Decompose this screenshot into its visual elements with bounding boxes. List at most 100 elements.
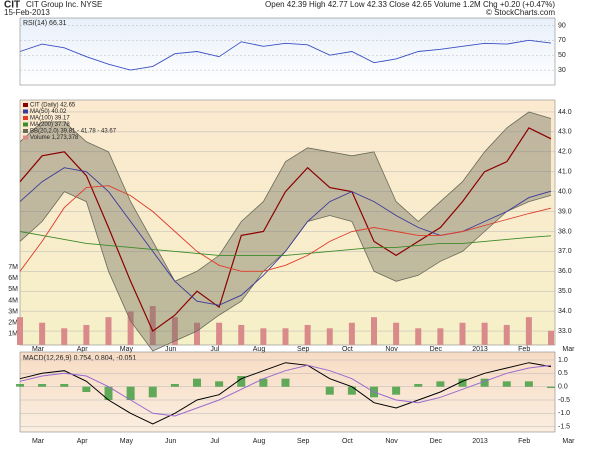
volume-bar	[415, 328, 422, 345]
volume-bar	[127, 311, 134, 345]
y-tick-label: 0.0	[558, 384, 568, 391]
histogram-bar	[193, 378, 201, 387]
rsi-panel	[19, 17, 556, 86]
line	[19, 185, 552, 272]
histogram-bar	[259, 378, 268, 387]
y-tick-label: 7M	[8, 264, 18, 271]
histogram-bar	[347, 386, 356, 395]
x-tick-label: Nov	[385, 438, 398, 445]
x-tick-label: Jun	[165, 438, 176, 445]
line	[19, 127, 552, 333]
volume-bar	[260, 328, 267, 345]
y-tick-label: -1.0	[558, 410, 570, 417]
x-tick-label: Aug	[253, 438, 266, 445]
x-tick-label: 2013	[472, 346, 488, 353]
x-tick-label: Dec	[430, 438, 443, 445]
histogram-bar	[547, 386, 555, 389]
volume-bar	[304, 324, 311, 345]
rsi-label: RSI(14) 66.31	[23, 20, 67, 27]
histogram-bar	[237, 376, 246, 387]
y-tick-label: 42.0	[558, 149, 572, 156]
quote: Open 42.39 High 42.77 Low 42.33 Close 42…	[265, 0, 555, 9]
volume-bar	[216, 322, 223, 345]
y-tick-label: 37.0	[558, 248, 572, 255]
y-tick-label: 41.0	[558, 169, 572, 176]
line	[19, 39, 552, 71]
histogram-bar	[392, 386, 401, 395]
volume-bar	[459, 322, 466, 345]
line	[19, 362, 552, 425]
volume-bar	[548, 330, 554, 345]
y-tick-label: 1M	[8, 331, 18, 338]
x-tick-label: Jul	[210, 346, 219, 353]
y-tick-label: 35.0	[558, 288, 572, 295]
legend-swatch	[23, 135, 28, 140]
legend-swatch	[23, 103, 28, 107]
x-tick-label: Mar	[562, 438, 575, 445]
y-tick-label: 0.5	[558, 370, 568, 377]
x-tick-label: Nov	[385, 346, 398, 353]
volume-bar	[326, 328, 333, 345]
legend-swatch	[23, 109, 28, 114]
histogram-bar	[170, 384, 179, 387]
y-tick-label: 1.0	[558, 357, 568, 364]
volume-bar	[348, 322, 355, 345]
legend-label: CIT (Daily) 42.65	[30, 103, 76, 109]
x-tick-label: Oct	[342, 346, 353, 353]
x-tick-label: Aug	[253, 346, 266, 353]
histogram-bar	[126, 386, 135, 400]
volume-bar	[39, 322, 46, 345]
x-tick-label: Apr	[77, 438, 89, 445]
legend-label: BB(20,2.0) 39.81 - 41.78 - 43.67	[30, 129, 117, 135]
x-tick-label: May	[120, 438, 134, 445]
histogram-bar	[281, 378, 290, 387]
y-tick-label: 2M	[8, 320, 18, 327]
x-tick-label: Apr	[77, 346, 89, 353]
volume-bar	[149, 306, 156, 345]
source: © StockCharts.com	[486, 8, 555, 17]
company: CIT Group Inc. NYSE	[26, 0, 102, 9]
y-tick-label: 70	[558, 37, 566, 44]
y-tick-label: -0.5	[558, 397, 570, 404]
x-tick-label: Mar	[32, 346, 45, 353]
volume-bar	[437, 328, 444, 345]
histogram-bar	[104, 386, 113, 400]
macd-panel	[19, 351, 556, 433]
legend-swatch	[23, 116, 28, 120]
x-tick-label: Dec	[430, 346, 443, 353]
y-tick-label: 6M	[8, 275, 18, 282]
histogram-bar	[436, 381, 445, 387]
histogram-bar	[38, 384, 47, 387]
y-tick-label: 50	[558, 52, 566, 59]
volume-bar	[83, 324, 90, 345]
line	[19, 231, 552, 256]
histogram-bar	[524, 381, 533, 387]
x-tick-label: Sep	[297, 438, 310, 445]
y-tick-label: 90	[558, 22, 566, 29]
volume-bar	[238, 324, 245, 345]
line	[19, 364, 552, 417]
bollinger-band	[20, 112, 551, 351]
y-tick-label: 33.0	[558, 328, 572, 335]
legend-label: MA(100) 39.17	[30, 116, 70, 122]
volume-bar	[61, 328, 68, 345]
histogram-bar	[414, 384, 423, 387]
price-panel	[19, 99, 556, 346]
y-tick-label: 44.0	[558, 109, 572, 116]
x-tick-label: Jun	[165, 346, 176, 353]
legend-label: MA(50) 40.02	[30, 109, 67, 115]
ticker: CIT	[4, 0, 20, 11]
volume-bar	[371, 317, 377, 345]
y-tick-label: 30	[558, 67, 566, 74]
volume-bar	[525, 317, 532, 345]
y-tick-label: 39.0	[558, 208, 572, 215]
x-tick-label: 2013	[472, 438, 488, 445]
y-tick-label: 38.0	[558, 228, 572, 235]
histogram-bar	[148, 386, 157, 398]
x-tick-label: Feb	[518, 438, 530, 445]
volume-bar	[194, 322, 200, 345]
histogram-bar	[502, 381, 511, 387]
x-tick-label: Mar	[562, 346, 575, 353]
volume-bar	[393, 322, 400, 345]
